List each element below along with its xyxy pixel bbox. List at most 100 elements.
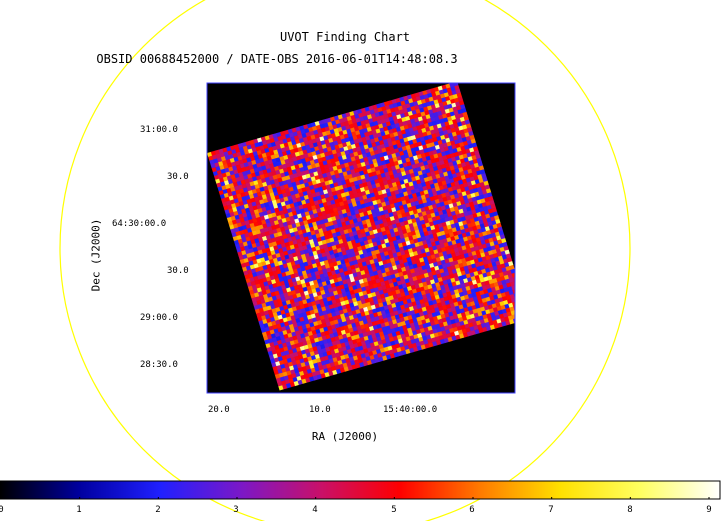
- image-pixel: [472, 296, 479, 302]
- image-pixel: [374, 195, 381, 201]
- image-pixel: [356, 121, 363, 127]
- image-pixel: [453, 205, 459, 212]
- image-pixel: [297, 146, 303, 152]
- image-pixel: [377, 244, 383, 250]
- image-pixel: [414, 229, 421, 235]
- image-pixel: [284, 379, 291, 385]
- image-pixel: [349, 277, 356, 283]
- image-pixel: [404, 278, 410, 284]
- image-pixel: [229, 211, 235, 218]
- image-pixel: [368, 284, 375, 290]
- image-pixel: [327, 271, 333, 277]
- image-pixel: [306, 314, 313, 320]
- image-pixel: [283, 225, 290, 231]
- image-pixel: [269, 329, 276, 335]
- image-pixel: [429, 196, 436, 202]
- image-pixel: [446, 332, 452, 339]
- image-pixel: [369, 150, 376, 157]
- image-pixel: [331, 216, 337, 222]
- image-pixel: [415, 341, 421, 347]
- image-pixel: [398, 259, 405, 265]
- image-pixel: [390, 190, 396, 197]
- image-pixel: [345, 220, 351, 226]
- image-pixel: [454, 318, 460, 324]
- image-pixel: [368, 201, 374, 207]
- image-pixel: [447, 211, 453, 218]
- image-pixel: [431, 299, 438, 305]
- image-pixel: [261, 248, 268, 254]
- image-pixel: [469, 272, 475, 278]
- image-pixel: [399, 138, 405, 144]
- image-pixel: [308, 334, 315, 341]
- image-pixel: [387, 154, 393, 160]
- image-pixel: [395, 247, 401, 253]
- image-pixel: [242, 241, 249, 247]
- image-pixel: [414, 159, 420, 165]
- image-pixel: [446, 128, 453, 135]
- image-pixel: [251, 214, 257, 220]
- image-pixel: [304, 319, 310, 325]
- image-pixel: [411, 109, 418, 116]
- image-pixel: [436, 244, 442, 250]
- image-pixel: [410, 284, 417, 291]
- image-pixel: [474, 191, 480, 197]
- image-pixel: [465, 285, 471, 292]
- image-pixel: [363, 240, 370, 246]
- image-pixel: [421, 127, 427, 134]
- image-pixel: [301, 187, 307, 193]
- image-pixel: [431, 187, 437, 193]
- image-pixel: [476, 170, 482, 176]
- image-pixel: [351, 281, 357, 287]
- image-pixel: [302, 149, 308, 155]
- image-pixel: [348, 286, 354, 292]
- image-pixel: [304, 198, 311, 204]
- image-pixel: [438, 280, 445, 287]
- image-pixel: [282, 138, 288, 144]
- image-pixel: [375, 224, 381, 230]
- image-pixel: [432, 220, 439, 226]
- image-pixel: [244, 274, 250, 280]
- image-pixel: [381, 243, 387, 249]
- image-pixel: [331, 340, 338, 347]
- image-pixel: [459, 237, 465, 243]
- image-pixel: [489, 253, 495, 260]
- image-pixel: [330, 158, 336, 164]
- image-pixel: [487, 304, 494, 310]
- image-pixel: [432, 315, 439, 322]
- image-pixel: [433, 140, 440, 147]
- image-pixel: [312, 304, 318, 311]
- image-pixel: [422, 119, 429, 125]
- image-pixel: [357, 125, 364, 131]
- image-pixel: [290, 369, 296, 375]
- image-pixel: [388, 266, 394, 272]
- image-pixel: [412, 209, 419, 215]
- image-pixel: [382, 330, 389, 336]
- image-pixel: [460, 228, 466, 235]
- image-pixel: [418, 228, 425, 234]
- image-pixel: [388, 170, 394, 176]
- image-pixel: [350, 252, 356, 258]
- image-pixel: [443, 337, 450, 344]
- image-pixel: [429, 100, 436, 106]
- image-pixel: [403, 124, 409, 130]
- image-pixel: [378, 194, 385, 200]
- image-pixel: [276, 352, 283, 358]
- image-pixel: [317, 157, 323, 163]
- image-pixel: [444, 133, 450, 140]
- image-pixel: [420, 123, 426, 130]
- image-pixel: [375, 253, 382, 259]
- image-pixel: [392, 223, 398, 229]
- image-pixel: [392, 265, 398, 271]
- image-pixel: [419, 327, 426, 334]
- image-pixel: [258, 320, 264, 326]
- image-pixel: [483, 289, 489, 295]
- image-pixel: [461, 299, 467, 305]
- image-pixel: [257, 291, 264, 297]
- image-pixel: [319, 260, 326, 267]
- image-pixel: [292, 156, 298, 162]
- image-pixel: [270, 304, 276, 310]
- image-pixel: [334, 269, 341, 275]
- image-pixel: [278, 331, 284, 337]
- image-pixel: [351, 255, 358, 262]
- image-pixel: [296, 197, 302, 203]
